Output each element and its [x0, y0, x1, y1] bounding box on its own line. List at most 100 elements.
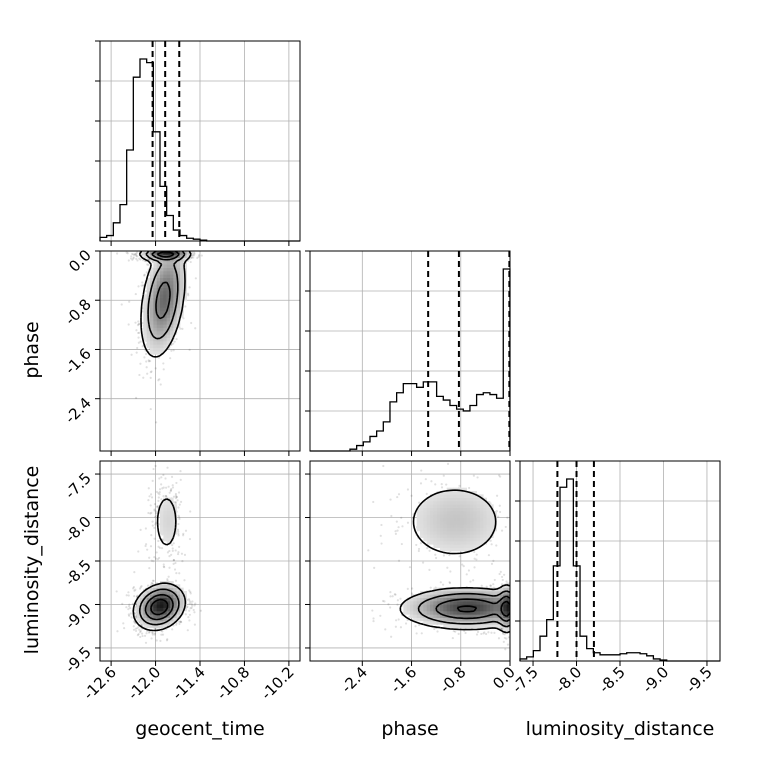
sample-point — [503, 636, 506, 640]
sample-point — [153, 633, 156, 636]
sample-point — [399, 626, 403, 629]
density-cell — [140, 251, 144, 255]
density-cell — [156, 277, 161, 282]
density-cell — [150, 311, 154, 315]
sample-point — [116, 252, 119, 255]
sample-point — [158, 378, 161, 381]
sample-point — [151, 582, 154, 585]
sample-point — [482, 632, 485, 635]
density-cell — [136, 601, 141, 605]
sample-point — [505, 580, 508, 583]
sample-point — [512, 616, 514, 618]
density-cell — [143, 624, 147, 628]
density-cell — [170, 331, 174, 335]
sample-point — [175, 572, 178, 575]
sample-point — [170, 349, 173, 352]
density-cell — [170, 264, 174, 268]
sample-point — [179, 248, 181, 250]
sample-point — [168, 491, 171, 494]
sample-point — [174, 246, 176, 248]
contour-line — [138, 588, 180, 626]
sample-point — [138, 331, 141, 334]
density-cell — [136, 617, 141, 622]
density-cell — [153, 621, 157, 625]
density-cell — [170, 587, 174, 592]
sample-point — [168, 246, 170, 248]
sample-point — [177, 532, 180, 535]
density-cell — [163, 271, 167, 275]
sample-point — [181, 327, 184, 330]
density-cell — [180, 297, 184, 302]
sample-point — [514, 604, 516, 606]
sample-point — [146, 548, 149, 551]
density-cell — [176, 271, 181, 275]
density-cell — [160, 504, 164, 508]
sample-point — [442, 583, 445, 586]
sample-point — [172, 562, 175, 565]
sample-point — [137, 550, 140, 553]
y-tick-label: -2.4 — [61, 394, 94, 427]
sample-point — [510, 606, 512, 608]
density-cell — [153, 591, 157, 595]
x-tick-label: -0.8 — [436, 663, 469, 696]
density-cell — [146, 341, 151, 345]
sample-point — [448, 581, 451, 584]
density-cell — [170, 261, 174, 265]
sample-point — [190, 249, 192, 251]
sample-point — [135, 351, 138, 354]
sample-point — [179, 327, 182, 330]
density-cell — [156, 284, 161, 288]
sample-point — [515, 605, 517, 607]
sample-point — [147, 631, 151, 634]
sample-point — [183, 248, 185, 250]
sample-point — [372, 617, 375, 620]
density-cell — [183, 251, 187, 255]
density-cell — [163, 504, 167, 508]
density-cell — [153, 291, 157, 295]
sample-point — [567, 601, 569, 603]
sample-point — [138, 620, 141, 624]
sample-point — [173, 501, 176, 504]
density-cell — [163, 251, 167, 255]
sample-point — [153, 632, 157, 635]
sample-point — [127, 605, 131, 608]
density-cell — [146, 284, 151, 288]
sample-point — [511, 634, 513, 636]
sample-point — [515, 607, 517, 609]
sample-point — [505, 637, 508, 640]
sample-point — [501, 627, 504, 630]
density-cell — [170, 511, 174, 515]
sample-point — [150, 534, 153, 537]
density-cell — [150, 341, 154, 345]
density-cell — [146, 331, 151, 335]
density-cell — [170, 304, 174, 308]
density-cell — [153, 347, 157, 352]
sample-point — [514, 601, 516, 603]
density-cell — [136, 597, 141, 602]
sample-point — [157, 545, 160, 548]
density-cell — [176, 584, 181, 588]
sample-point — [511, 601, 513, 603]
density-cell — [166, 611, 171, 615]
density-cell — [176, 311, 181, 315]
density-cell — [170, 324, 174, 328]
sample-point — [166, 638, 169, 641]
sample-point — [158, 243, 160, 245]
density-cell — [173, 297, 177, 302]
density-cell — [156, 591, 161, 595]
density-cell — [170, 311, 174, 315]
sample-point — [406, 587, 409, 590]
sample-point — [171, 244, 173, 246]
sample-point — [164, 486, 168, 489]
sample-point — [133, 570, 136, 574]
sample-point — [515, 611, 517, 613]
sample-point — [155, 249, 157, 251]
sample-point — [457, 632, 460, 636]
density-cell — [153, 277, 157, 282]
density-cell — [170, 291, 174, 295]
density-cell — [160, 624, 164, 628]
density-cell — [156, 611, 161, 615]
contour-line — [132, 498, 187, 632]
density-cell — [176, 294, 181, 298]
sample-point — [512, 613, 514, 615]
